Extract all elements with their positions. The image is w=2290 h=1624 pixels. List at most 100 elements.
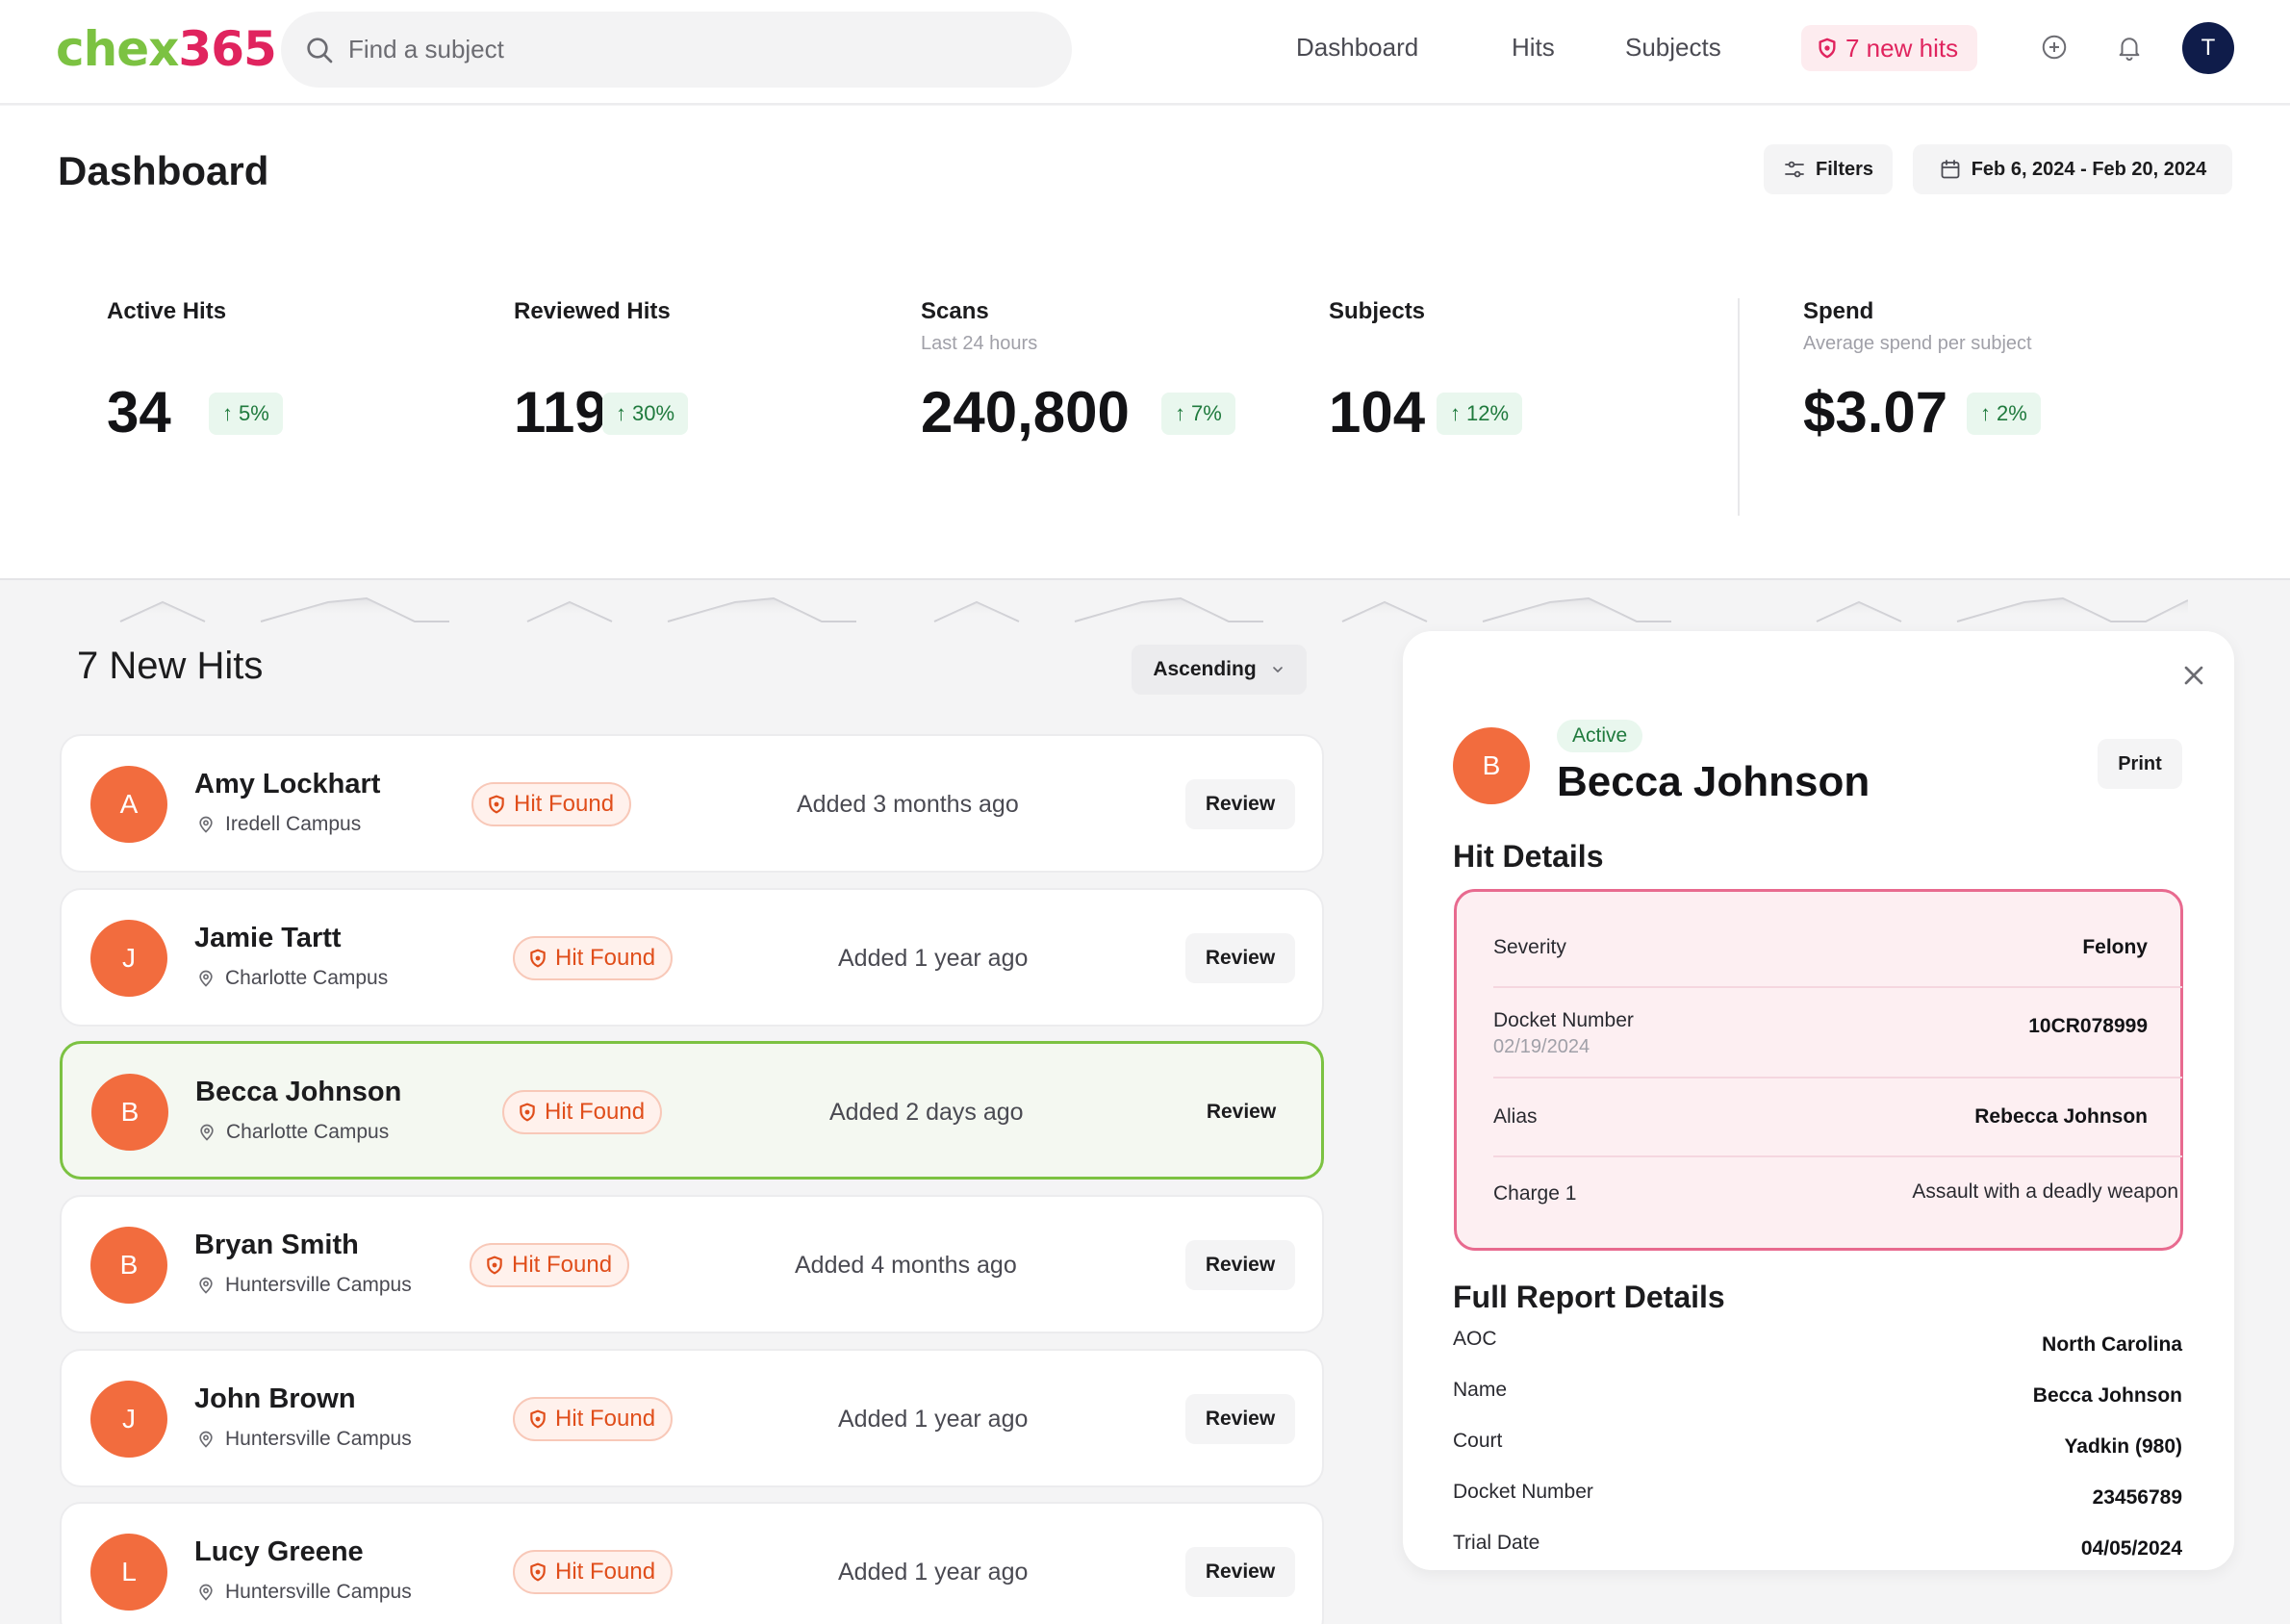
hit-card[interactable]: J Jamie Tartt Charlotte Campus Hit Found… <box>60 888 1324 1027</box>
review-button[interactable]: Review <box>1185 1240 1295 1290</box>
shield-alert-icon <box>1819 38 1836 59</box>
added-time: Added 1 year ago <box>838 945 1029 972</box>
shield-alert-icon <box>489 795 504 814</box>
report-label: Docket Number <box>1453 1481 1593 1503</box>
stat-delta-badge: ↑ 7% <box>1161 393 1235 435</box>
report-value: North Carolina <box>2042 1333 2182 1356</box>
stat-label: Subjects <box>1329 298 1426 324</box>
detail-value: Rebecca Johnson <box>1974 1105 2148 1128</box>
filters-label: Filters <box>1815 158 1874 180</box>
stat-reviewed-hits[interactable]: Reviewed Hits 119 ↑ 30% <box>514 298 856 622</box>
subject-name: John Brown <box>194 1383 356 1414</box>
detail-label: Severity <box>1493 936 1566 958</box>
nav-subjects[interactable]: Subjects <box>1625 33 1721 62</box>
divider <box>1493 1155 2182 1157</box>
subject-name: Bryan Smith <box>194 1230 359 1260</box>
search-bar[interactable] <box>281 12 1072 88</box>
stat-sublabel: Last 24 hours <box>921 333 1038 354</box>
hit-found-label: Hit Found <box>555 945 656 971</box>
hit-found-label: Hit Found <box>555 1559 656 1585</box>
campus-label: Huntersville Campus <box>225 1428 412 1450</box>
avatar: L <box>90 1534 167 1611</box>
review-button[interactable]: Review <box>1185 779 1295 829</box>
chevron-down-icon <box>1272 667 1283 672</box>
nav-dashboard[interactable]: Dashboard <box>1296 33 1419 62</box>
hit-found-badge: Hit Found <box>470 1243 630 1287</box>
review-button[interactable]: Review <box>1185 1394 1295 1444</box>
review-button[interactable]: Review <box>1185 1547 1295 1597</box>
plus-circle-icon[interactable] <box>2040 33 2069 62</box>
avatar: B <box>1453 727 1530 804</box>
stat-spend[interactable]: Spend Average spend per subject $3.07 ↑ 2… <box>1803 298 2188 622</box>
hit-card[interactable]: J John Brown Huntersville Campus Hit Fou… <box>60 1349 1324 1487</box>
subject-name: Lucy Greene <box>194 1536 364 1567</box>
hit-card[interactable]: L Lucy Greene Huntersville Campus Hit Fo… <box>60 1502 1324 1624</box>
stat-delta-badge: ↑ 30% <box>602 393 689 435</box>
campus-label: Charlotte Campus <box>226 1121 390 1143</box>
shield-alert-icon <box>520 1103 535 1122</box>
shield-alert-icon <box>530 1409 546 1429</box>
arrow-up-icon: ↑ <box>616 401 626 425</box>
review-button[interactable]: Review <box>1206 1101 1277 1123</box>
search-input[interactable] <box>348 12 1022 88</box>
report-value: Yadkin (980) <box>2064 1435 2182 1458</box>
stat-active-hits[interactable]: Active Hits 34 ↑ 5% <box>107 298 449 622</box>
campus-location: Huntersville Campus <box>196 1274 412 1297</box>
nav-hits[interactable]: Hits <box>1512 33 1555 62</box>
hit-found-badge: Hit Found <box>502 1090 663 1134</box>
detail-label: Alias <box>1493 1105 1538 1128</box>
new-hits-badge[interactable]: 7 new hits <box>1801 25 1978 71</box>
hit-details-heading: Hit Details <box>1453 839 1604 874</box>
subject-name: Jamie Tartt <box>194 923 342 953</box>
avatar: B <box>90 1227 167 1304</box>
added-time: Added 1 year ago <box>838 1559 1029 1586</box>
avatar: J <box>90 920 167 997</box>
sparkline-chart <box>119 596 449 622</box>
review-button[interactable]: Review <box>1185 933 1295 983</box>
hit-card[interactable]: B Bryan Smith Huntersville Campus Hit Fo… <box>60 1195 1324 1333</box>
date-range-picker[interactable]: Feb 6, 2024 - Feb 20, 2024 <box>1913 144 2232 194</box>
filters-button[interactable]: Filters <box>1764 144 1893 194</box>
calendar-icon <box>1941 160 1960 179</box>
stat-delta-badge: ↑ 12% <box>1437 393 1523 435</box>
arrow-up-icon: ↑ <box>1450 401 1461 425</box>
stat-value: 119 <box>514 380 607 444</box>
stats-divider <box>1738 298 1740 516</box>
added-time: Added 2 days ago <box>829 1099 1024 1126</box>
report-value: Becca Johnson <box>2032 1384 2182 1407</box>
subject-name: Amy Lockhart <box>194 769 381 799</box>
stat-delta: 5% <box>239 401 269 425</box>
hit-card-selected[interactable]: B Becca Johnson Charlotte Campus Hit Fou… <box>60 1041 1324 1180</box>
arrow-up-icon: ↑ <box>222 401 233 425</box>
top-navigation-bar: chex365 Dashboard Hits Subjects 7 new hi… <box>0 0 2290 105</box>
stat-value: 240,800 <box>921 380 1130 444</box>
hit-found-badge: Hit Found <box>513 1550 674 1594</box>
stat-subjects[interactable]: Subjects 104 ↑ 12% <box>1329 298 1671 622</box>
stat-value: 34 <box>107 380 171 444</box>
detail-sublabel: 02/19/2024 <box>1493 1036 1590 1057</box>
sort-dropdown[interactable]: Ascending <box>1132 645 1307 695</box>
hit-found-label: Hit Found <box>555 1406 656 1432</box>
detail-value: 10CR078999 <box>2028 1015 2148 1037</box>
campus-label: Charlotte Campus <box>225 967 389 989</box>
stat-scans[interactable]: Scans Last 24 hours 240,800 ↑ 7% <box>921 298 1263 622</box>
hit-found-label: Hit Found <box>514 791 615 817</box>
subject-name: Becca Johnson <box>195 1077 402 1107</box>
campus-label: Huntersville Campus <box>225 1274 412 1296</box>
user-avatar[interactable]: T <box>2182 22 2234 74</box>
print-button[interactable]: Print <box>2098 739 2182 789</box>
hit-details-box: Severity Felony Docket Number 02/19/2024… <box>1454 889 2183 1251</box>
close-icon[interactable] <box>2178 660 2209 691</box>
stat-label: Scans <box>921 298 989 324</box>
hit-card[interactable]: A Amy Lockhart Iredell Campus Hit Found … <box>60 734 1324 873</box>
stat-delta-badge: ↑ 5% <box>209 393 283 435</box>
bell-icon[interactable] <box>2115 33 2144 62</box>
hit-found-badge: Hit Found <box>471 782 632 826</box>
hits-list-title: 7 New Hits <box>77 645 264 687</box>
full-report-heading: Full Report Details <box>1453 1280 1725 1314</box>
chex365-logo[interactable]: chex365 <box>56 21 277 77</box>
stat-delta: 7% <box>1191 401 1222 425</box>
added-time: Added 3 months ago <box>797 791 1019 818</box>
avatar: A <box>90 766 167 843</box>
detail-value: Assault with a deadly weapon <box>1912 1180 2178 1203</box>
